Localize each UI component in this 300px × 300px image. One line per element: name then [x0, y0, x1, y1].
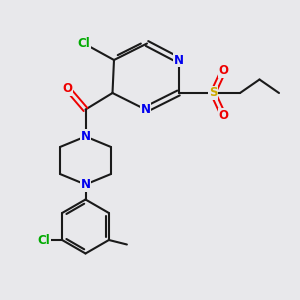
Text: N: N: [80, 178, 91, 191]
Text: N: N: [80, 130, 91, 143]
Text: S: S: [209, 86, 217, 100]
Text: Cl: Cl: [38, 233, 50, 247]
Text: N: N: [140, 103, 151, 116]
Text: Cl: Cl: [78, 37, 90, 50]
Text: O: O: [218, 109, 229, 122]
Text: O: O: [62, 82, 73, 95]
Text: O: O: [218, 64, 229, 77]
Text: N: N: [173, 53, 184, 67]
